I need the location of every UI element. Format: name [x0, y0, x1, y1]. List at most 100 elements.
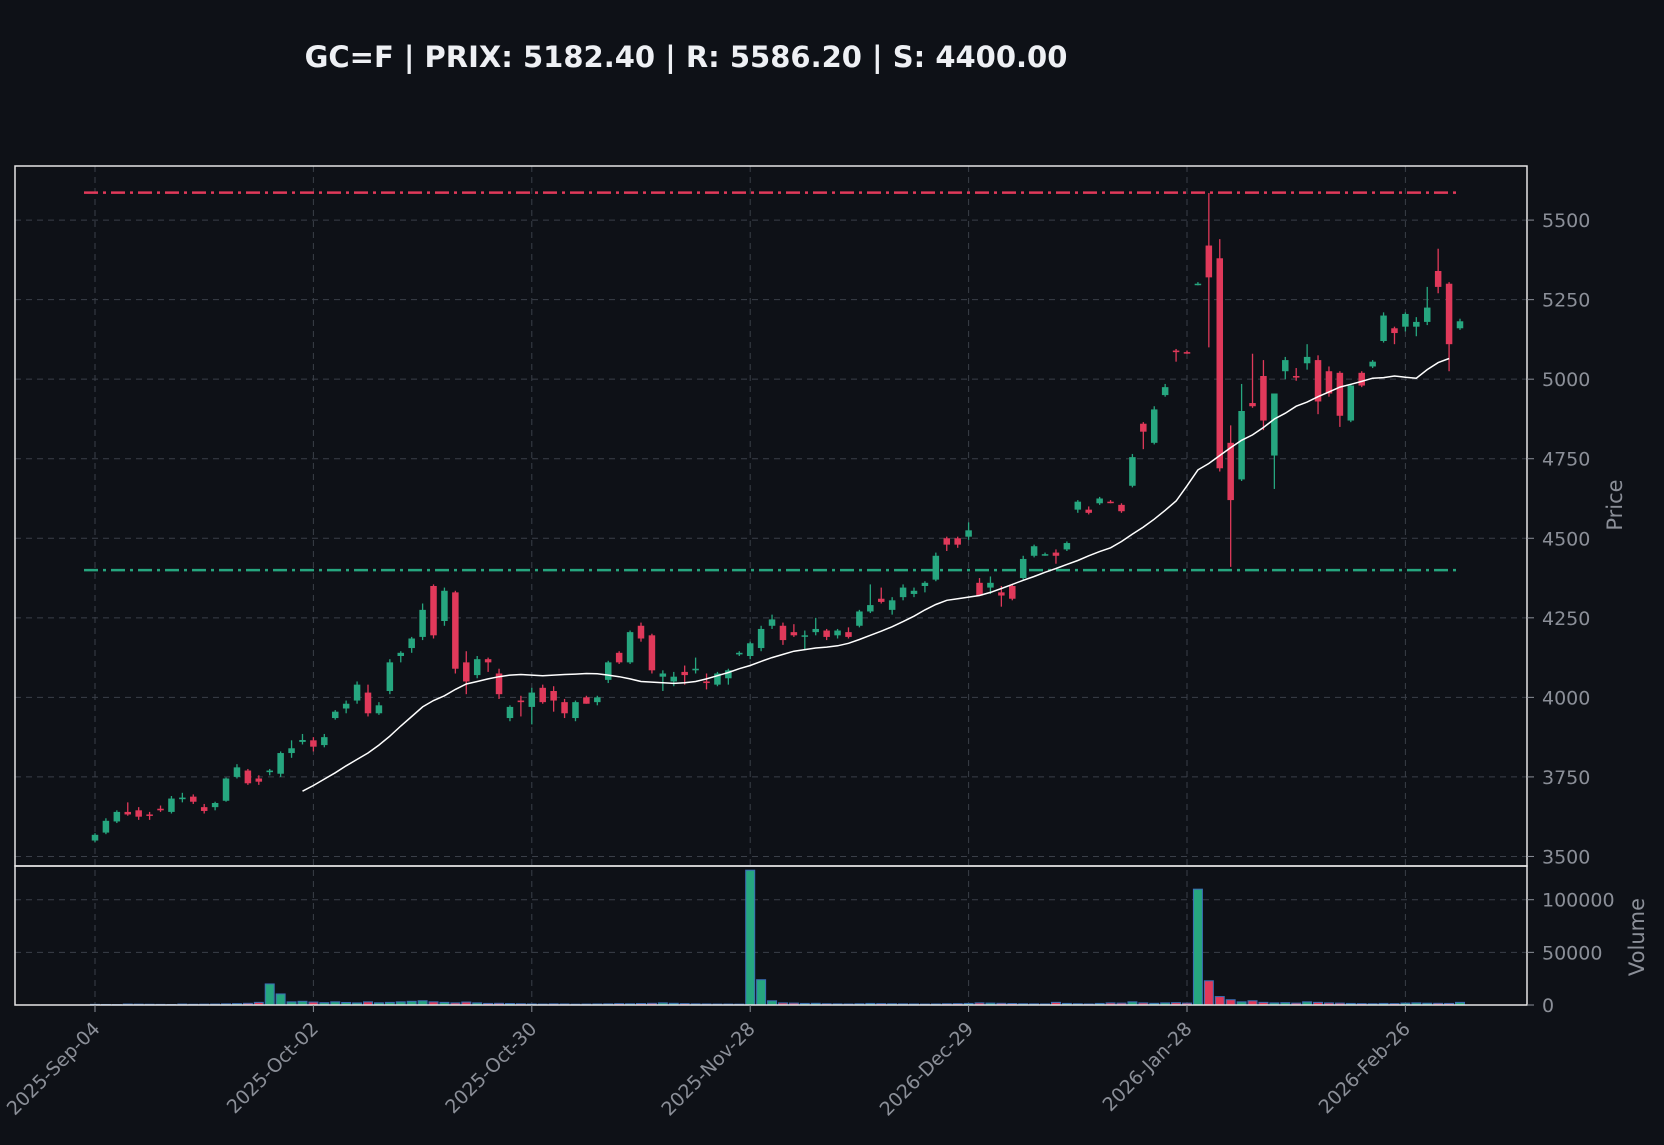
candle-body [1052, 552, 1060, 556]
candle-body [1347, 385, 1355, 421]
candle-body [976, 582, 983, 596]
candle-body [615, 652, 623, 663]
volume-bar [275, 993, 286, 1006]
candle-body [495, 673, 503, 695]
candle-body [550, 691, 557, 701]
candle-body [222, 778, 230, 801]
volume-bar [756, 979, 767, 1006]
candle-body [168, 798, 175, 812]
candle-body [146, 814, 153, 816]
volume-bar [264, 983, 275, 1006]
candle-body [1074, 501, 1082, 510]
candle-body [1423, 307, 1431, 322]
volume-axis-label: Volume [1625, 898, 1649, 976]
candle-body [190, 796, 197, 802]
candle-body [1227, 442, 1234, 501]
candle-body [888, 600, 896, 610]
candle-body [255, 778, 263, 782]
candle-body [91, 834, 99, 841]
candle-body [1118, 504, 1125, 512]
candle-body [113, 811, 121, 822]
candle-body [877, 598, 885, 602]
candle-body [1413, 321, 1420, 327]
volume-tick-label: 0 [1542, 995, 1554, 1017]
candle-body [484, 659, 492, 663]
candle-body [1063, 543, 1071, 550]
candle-body [1314, 360, 1322, 402]
x-tick-label: 2025-Oct-02 [223, 1018, 323, 1118]
candle-body [1260, 376, 1267, 421]
candle-body [408, 638, 415, 649]
volume-bar [1203, 980, 1214, 1006]
candle-body [244, 770, 252, 784]
candle-body [1085, 509, 1092, 513]
price-tick-label: 4250 [1542, 608, 1590, 630]
candle-body [1096, 498, 1103, 504]
price-tick-label: 4750 [1542, 449, 1590, 471]
volume-bar [1225, 999, 1236, 1006]
x-tick-label: 2025-Nov-28 [657, 1018, 759, 1120]
candle-body [211, 803, 219, 808]
price-tick-label: 5000 [1542, 369, 1590, 391]
price-tick-label: 3500 [1542, 846, 1590, 868]
candle-body [790, 632, 798, 636]
candle-body [757, 628, 765, 649]
candle-body [746, 643, 754, 656]
candle-body [179, 797, 186, 800]
chart-title: GC=F | PRIX: 5182.40 | R: 5586.20 | S: 4… [304, 40, 1068, 74]
price-tick-label: 4500 [1542, 528, 1590, 550]
candle-body [998, 592, 1005, 596]
candle-body [1009, 586, 1016, 599]
candle-body [1380, 315, 1387, 341]
candle-body [331, 711, 339, 719]
candle-body [288, 748, 295, 754]
candle-body [681, 671, 688, 676]
candle-body [473, 659, 481, 676]
candle-body [1107, 501, 1114, 504]
candle-body [1369, 361, 1376, 367]
candle-body [714, 673, 721, 685]
candle-body [736, 652, 743, 655]
candle-body [987, 582, 994, 588]
candle-body [397, 652, 405, 656]
candle-body [266, 770, 273, 773]
candle-body [583, 697, 590, 704]
candle-body [1194, 283, 1202, 286]
candle-body [812, 628, 819, 633]
candle-body [637, 625, 645, 639]
candle-body [845, 632, 852, 637]
candle-body [823, 630, 830, 637]
volume-layer [90, 869, 1465, 1006]
volume-panel-frame [14, 865, 1528, 1006]
price-tick-label: 4000 [1542, 687, 1590, 709]
candle-body [233, 767, 241, 777]
candle-body [441, 590, 448, 621]
candle-body [899, 587, 907, 598]
candle-body [277, 753, 284, 774]
candle-body [364, 692, 372, 714]
candle-body [561, 702, 568, 714]
candle-body [1041, 554, 1049, 556]
frame-layer [14, 165, 1528, 1006]
candle-body [375, 705, 383, 714]
volume-tick-label: 50000 [1542, 942, 1602, 964]
candle-body [594, 697, 601, 703]
candle-body [943, 538, 951, 545]
candle-body [1271, 393, 1278, 456]
level-layer [84, 191, 1460, 572]
candle-body [1434, 271, 1442, 287]
candle-body [1358, 372, 1365, 386]
tick-layer: 3500 3750 4000 4250 4500 4750 5000 5250 5500 0 500… [3, 210, 1649, 1120]
candle-body [463, 662, 470, 682]
candle-body [1249, 403, 1256, 407]
candle-body [779, 625, 787, 641]
candle-body [539, 687, 546, 703]
ma-layer [302, 357, 1450, 792]
candle-body [801, 635, 809, 637]
candle-body [310, 740, 317, 747]
candle-body [1282, 360, 1289, 372]
candle-layer [91, 193, 1464, 843]
x-tick-label: 2026-Feb-26 [1315, 1018, 1415, 1118]
price-panel-frame [14, 165, 1528, 867]
